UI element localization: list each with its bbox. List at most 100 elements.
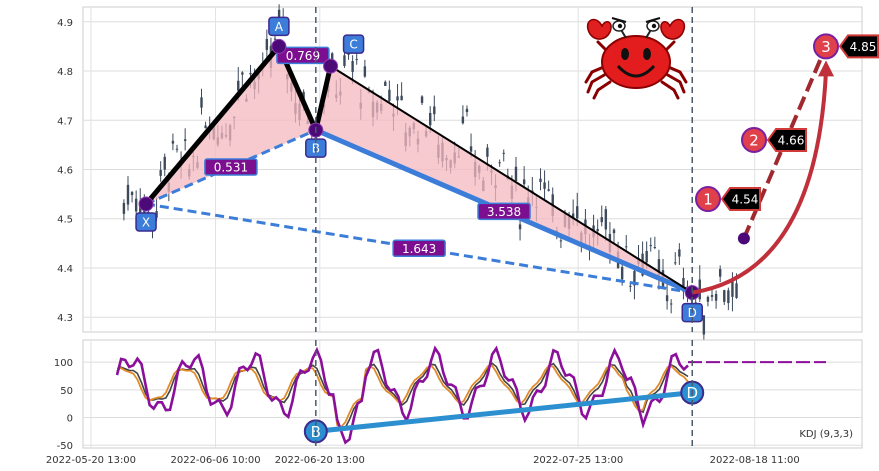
candle-body — [714, 293, 718, 301]
target-number: 3 — [821, 38, 831, 56]
candle-body — [657, 259, 661, 276]
target-number: 1 — [703, 191, 713, 209]
candle-body — [469, 146, 473, 152]
candle-body — [363, 66, 367, 77]
point-label-box — [268, 16, 290, 37]
candle-body — [710, 295, 714, 297]
x-tick-label: 2022-05-20 13:00 — [46, 455, 136, 466]
divergence-line — [315, 390, 693, 434]
indicator-y-tick-label: 100 — [54, 358, 73, 369]
ratio-box — [477, 202, 531, 221]
candle-body — [171, 140, 175, 144]
candle-body — [433, 106, 436, 115]
ratio-label: 3.538 — [487, 205, 521, 219]
ratio-box — [204, 158, 258, 176]
candle-body — [355, 59, 358, 61]
target-value-box — [766, 127, 807, 152]
pattern-fill-bcd — [315, 66, 693, 293]
candle-body — [571, 213, 575, 220]
candle-body — [183, 139, 187, 141]
candle-body — [204, 125, 207, 129]
candle-body — [420, 96, 424, 103]
target-circle — [695, 186, 721, 213]
candle-body — [502, 152, 505, 154]
ratio-label: 1.643 — [402, 242, 436, 256]
x-tick-label: 2022-06-20 13:00 — [275, 455, 365, 466]
candle-body — [461, 116, 465, 124]
ratio-label: 0.531 — [214, 161, 248, 175]
kdj-d-line — [116, 363, 689, 428]
leg-x-a — [144, 44, 281, 206]
pattern-fill-xab — [146, 46, 316, 204]
candle-body — [649, 245, 652, 247]
candle-body — [604, 209, 608, 230]
ratio-box — [392, 239, 446, 258]
candle-body — [633, 270, 636, 286]
x-tick-label: 2022-07-25 13:00 — [533, 455, 623, 466]
candle-body — [400, 95, 403, 101]
candle-body — [130, 192, 134, 196]
price-y-tick-label: 4.5 — [57, 215, 73, 226]
candle-body — [388, 89, 391, 101]
point-label-c: C — [349, 38, 357, 52]
candle-body — [612, 229, 616, 234]
candle-body — [543, 182, 546, 189]
candle-body — [723, 290, 726, 302]
kdj-j-line — [115, 345, 689, 445]
candle-body — [122, 202, 126, 214]
candle-body — [343, 55, 346, 66]
candle-body — [706, 296, 710, 302]
candle-body — [237, 80, 240, 91]
candle-body — [547, 189, 550, 191]
candle-body — [653, 246, 657, 248]
leg-b-c — [313, 65, 334, 131]
point-marker-x — [138, 196, 154, 212]
price-y-tick-label: 4.9 — [57, 18, 73, 29]
candle-body — [702, 315, 706, 335]
point-marker-c — [323, 58, 339, 74]
price-y-tick-label: 4.3 — [57, 313, 73, 324]
candle-body — [163, 156, 166, 170]
candle-body — [514, 166, 518, 182]
indicator-grid — [83, 340, 862, 448]
candle-body — [351, 61, 354, 72]
candle-body — [625, 246, 628, 248]
pattern-vertical-lines — [315, 7, 693, 448]
candle-body — [465, 108, 469, 113]
candle-body — [330, 53, 334, 63]
kdj-lines — [115, 345, 826, 445]
candle-body — [384, 81, 387, 86]
candle-body — [596, 228, 599, 232]
point-label-a: A — [275, 20, 284, 34]
candle-body — [629, 285, 632, 287]
x-axis-ticks: 2022-05-20 13:00 2022-06-06 10:00 2022-06-… — [46, 455, 800, 466]
ratio-label: 0.769 — [286, 49, 320, 63]
candle-body — [522, 179, 526, 185]
point-label-box — [135, 212, 157, 232]
forecast-arrowhead — [818, 60, 834, 77]
candle-body — [539, 178, 542, 183]
x-tick-label: 2022-08-18 11:00 — [710, 455, 800, 466]
point-label-d: D — [688, 306, 697, 320]
point-marker-a — [271, 38, 287, 54]
candle-body — [265, 38, 269, 50]
candle-body — [429, 112, 432, 126]
candle-body — [241, 72, 244, 75]
price-panel: 4.3 4.4 4.5 4.6 4.7 4.8 4.9 0.531 0.769 3.538 1.6… — [57, 4, 879, 342]
target-value: 4.54 — [732, 193, 759, 207]
price-y-ticks: 4.3 4.4 4.5 4.6 4.7 4.8 4.9 — [57, 18, 73, 324]
candle-body — [600, 217, 603, 223]
candle-body — [620, 266, 624, 280]
candle-body — [126, 184, 130, 205]
candle-body — [175, 148, 179, 150]
candle-body — [678, 249, 681, 257]
indicator-legend: KDJ (9,3,3) — [799, 429, 853, 440]
candle-body — [718, 269, 722, 277]
leg-x-d — [145, 202, 693, 295]
candle-body — [486, 147, 489, 157]
candle-body — [518, 224, 522, 230]
price-y-tick-label: 4.8 — [57, 67, 73, 78]
crab-icon — [584, 17, 688, 100]
